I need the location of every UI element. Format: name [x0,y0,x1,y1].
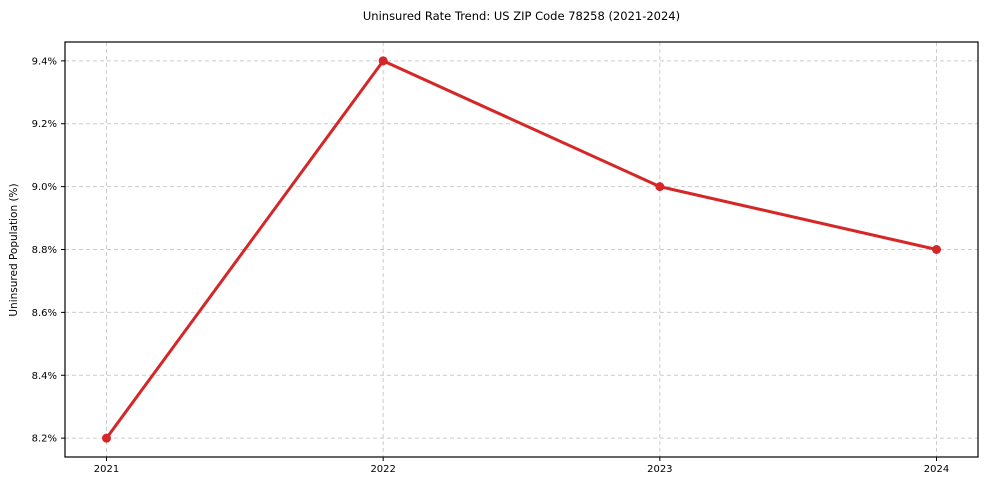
data-point-marker [932,245,941,254]
x-tick-label: 2024 [924,464,949,475]
trend-line [105,59,938,440]
chart-title: Uninsured Rate Trend: US ZIP Code 78258 … [362,9,681,23]
y-tick-label: 8.2% [32,434,57,445]
x-tick-label: 2023 [647,464,672,475]
x-tick-label: 2022 [370,464,395,475]
y-tick-label: 9.2% [32,119,57,130]
data-point-marker [378,56,388,66]
x-tick-label: 2021 [94,464,119,475]
y-tick-label: 8.4% [32,371,57,382]
y-tick-label: 8.6% [32,308,57,319]
y-tick-label: 9.4% [32,56,57,67]
y-tick-label: 9.0% [32,182,57,193]
data-point-marker [102,433,111,443]
data-point-marker [655,182,665,192]
y-tick-label: 8.8% [32,245,57,256]
